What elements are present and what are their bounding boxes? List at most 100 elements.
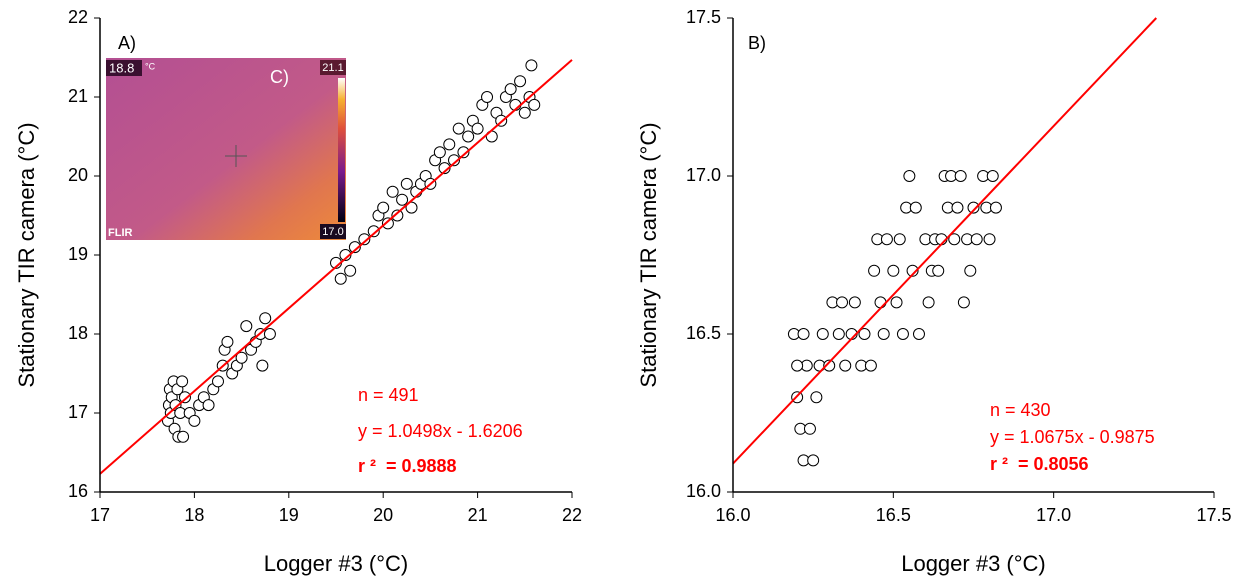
spot-unit: °C bbox=[145, 61, 156, 71]
y-tick-label: 16.0 bbox=[686, 481, 721, 501]
point bbox=[358, 233, 371, 246]
y-tick-label: 19 bbox=[68, 244, 88, 264]
point bbox=[377, 201, 390, 214]
spot-value: 18.8 bbox=[109, 60, 134, 75]
point bbox=[259, 312, 272, 325]
point bbox=[957, 296, 970, 309]
point bbox=[893, 233, 906, 246]
point bbox=[462, 130, 475, 143]
annotation: r ² = 0.9888 bbox=[358, 456, 457, 476]
y-tick-label: 17 bbox=[68, 402, 88, 422]
point bbox=[448, 154, 460, 167]
x-tick-label: 16.0 bbox=[715, 505, 750, 525]
x-tick-label: 16.5 bbox=[876, 505, 911, 525]
point bbox=[890, 296, 903, 309]
point bbox=[381, 217, 394, 230]
scale-max: 21.1 bbox=[322, 62, 343, 74]
point bbox=[176, 375, 189, 388]
point bbox=[400, 177, 413, 190]
point bbox=[212, 375, 224, 388]
fit-line bbox=[99, 59, 573, 475]
point bbox=[514, 75, 527, 88]
point bbox=[932, 264, 945, 277]
point bbox=[912, 328, 925, 340]
point bbox=[344, 264, 357, 277]
point bbox=[948, 233, 961, 246]
point bbox=[832, 328, 845, 340]
point bbox=[235, 351, 248, 364]
panel-label: B) bbox=[748, 33, 766, 53]
thermal-image bbox=[106, 58, 346, 240]
point bbox=[457, 146, 470, 159]
panel: 16.0 16.5 17.0 17.5 16.0 16.5 17.0 17.5 B) Logger… bbox=[636, 7, 1232, 576]
scale-min-box bbox=[320, 224, 346, 239]
point bbox=[816, 328, 829, 340]
point bbox=[810, 391, 823, 404]
point bbox=[909, 201, 922, 214]
x-tick-label: 22 bbox=[562, 505, 582, 525]
point bbox=[989, 201, 1002, 214]
point bbox=[334, 272, 347, 285]
point bbox=[202, 399, 215, 412]
point bbox=[797, 328, 810, 340]
annotation: y = 1.0675x - 0.9875 bbox=[990, 427, 1155, 447]
y-tick-label: 16 bbox=[68, 481, 88, 501]
point bbox=[188, 414, 201, 427]
point bbox=[263, 328, 276, 340]
x-tick-label: 17 bbox=[90, 505, 110, 525]
point bbox=[525, 59, 538, 72]
point bbox=[240, 320, 253, 333]
colorbar bbox=[338, 78, 345, 222]
point bbox=[880, 233, 893, 246]
y-axis-label: Stationary TIR camera (°C) bbox=[14, 122, 39, 387]
point bbox=[877, 328, 890, 340]
point bbox=[983, 233, 996, 246]
y-axis-label: Stationary TIR camera (°C) bbox=[636, 122, 661, 387]
point bbox=[348, 241, 361, 254]
point bbox=[964, 264, 977, 277]
logo: FLIR bbox=[108, 227, 132, 239]
y-tick-label: 21 bbox=[68, 86, 88, 106]
point bbox=[443, 138, 456, 151]
spot-box bbox=[106, 60, 142, 76]
annotation: n = 430 bbox=[990, 400, 1051, 420]
x-tick-label: 19 bbox=[279, 505, 299, 525]
annotation: n = 491 bbox=[358, 385, 419, 405]
point bbox=[178, 391, 191, 404]
annotation: r ² = 0.8056 bbox=[990, 454, 1089, 474]
annotation: y = 1.0498x - 1.6206 bbox=[358, 421, 523, 441]
point bbox=[848, 296, 861, 309]
x-tick-label: 21 bbox=[468, 505, 488, 525]
point bbox=[906, 264, 919, 277]
point bbox=[452, 122, 465, 135]
point bbox=[986, 170, 999, 182]
point bbox=[433, 146, 446, 159]
x-tick-label: 18 bbox=[184, 505, 204, 525]
point bbox=[803, 422, 816, 435]
point bbox=[367, 225, 380, 238]
point bbox=[823, 359, 836, 372]
x-axis-label: Logger #3 (°C) bbox=[264, 551, 409, 576]
point bbox=[839, 359, 852, 372]
y-tick-label: 17.0 bbox=[686, 165, 721, 185]
point bbox=[967, 201, 980, 214]
y-tick-label: 17.5 bbox=[686, 7, 721, 27]
point bbox=[391, 209, 404, 222]
x-tick-label: 17.5 bbox=[1196, 505, 1231, 525]
x-tick-label: 20 bbox=[373, 505, 393, 525]
fit-line bbox=[732, 17, 1158, 465]
point bbox=[256, 359, 269, 372]
point bbox=[528, 98, 541, 111]
y-tick-label: 18 bbox=[68, 323, 88, 343]
scale-min: 17.0 bbox=[322, 226, 343, 238]
point bbox=[481, 91, 494, 103]
point bbox=[922, 296, 935, 309]
point bbox=[970, 233, 983, 246]
point bbox=[836, 296, 849, 309]
point bbox=[221, 335, 234, 348]
point bbox=[405, 201, 418, 214]
point bbox=[864, 359, 877, 372]
point bbox=[386, 185, 399, 198]
x-axis-label: Logger #3 (°C) bbox=[901, 551, 1046, 576]
